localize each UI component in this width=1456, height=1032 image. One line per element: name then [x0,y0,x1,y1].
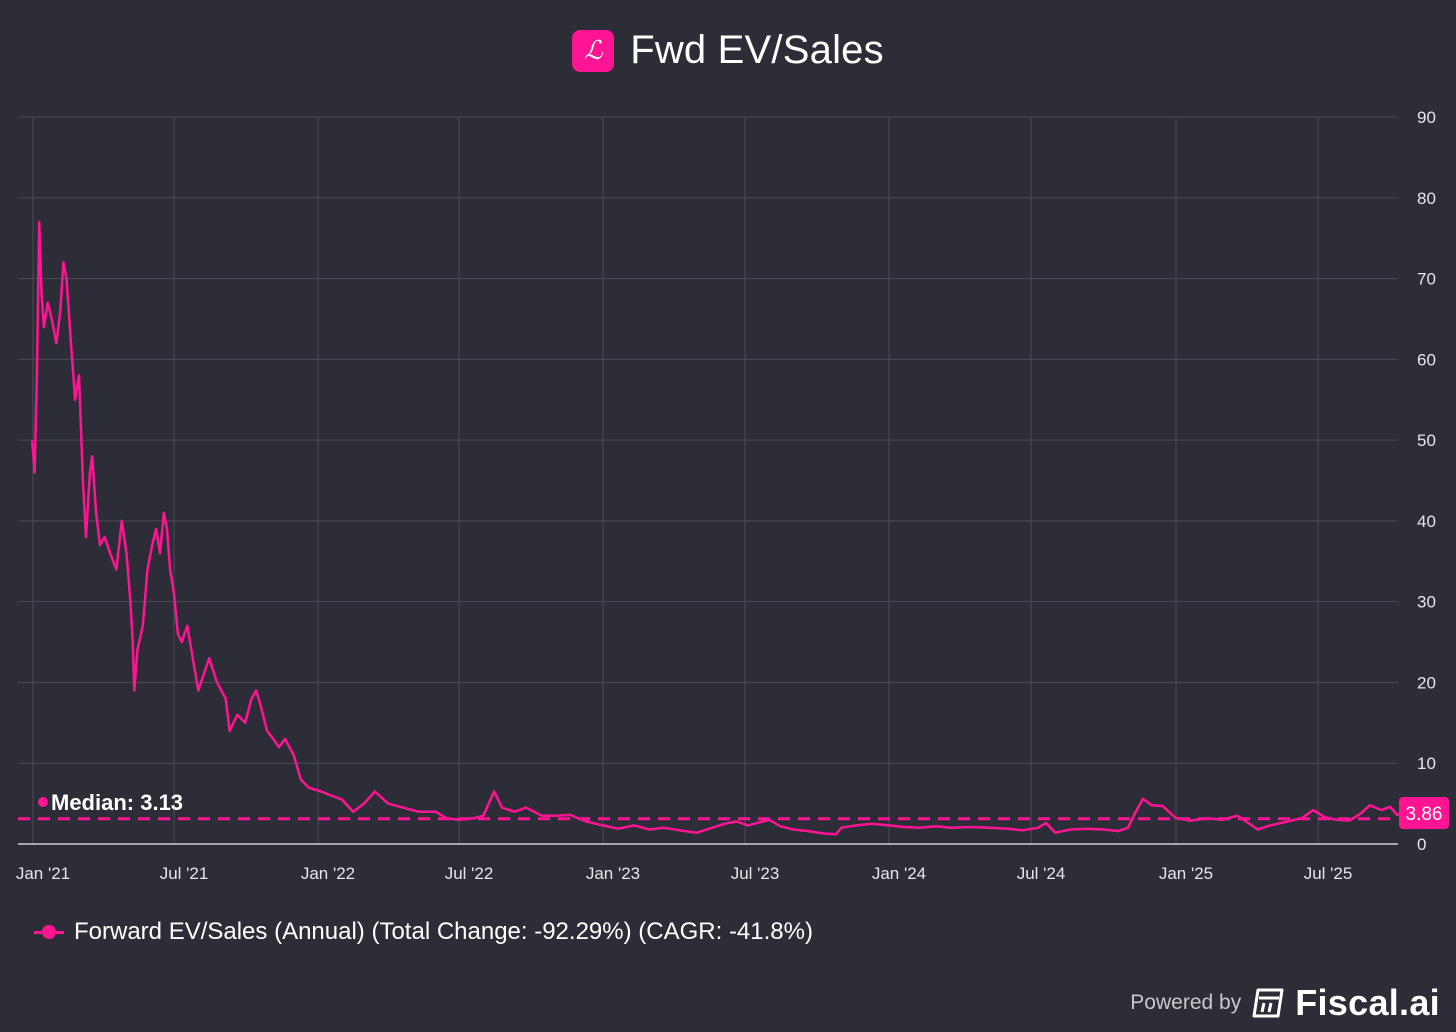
x-tick-label: Jan '21 [16,864,70,883]
y-tick-label: 60 [1417,350,1436,369]
horizontal-gridlines [18,116,1398,764]
legend-item-forward-ev-sales[interactable]: Forward EV/Sales (Annual) (Total Change:… [34,918,813,946]
legend-label: Forward EV/Sales (Annual) (Total Change:… [74,918,813,945]
fiscal-calculator-icon [1252,988,1284,1018]
x-tick-label: Jul '21 [160,864,209,883]
x-tick-label: Jan '24 [872,864,926,883]
x-axis-labels: Jan '21 Jul '21 Jan '22 Jul '22 Jan '23 Jul '… [16,864,1352,883]
y-tick-label: 90 [1417,108,1436,127]
x-tick-label: Jul '24 [1017,864,1066,883]
x-tick-label: Jul '25 [1304,864,1353,883]
y-tick-label: 20 [1417,673,1436,692]
y-tick-label: 10 [1417,754,1436,773]
x-tick-label: Jul '23 [731,864,780,883]
last-value-badge [1399,797,1449,829]
x-tick-label: Jan '22 [301,864,355,883]
x-tick-label: Jan '23 [586,864,640,883]
y-tick-label: 50 [1417,431,1436,450]
x-tick-label: Jan '25 [1159,864,1213,883]
median-marker [38,797,48,807]
chart-title: Fwd EV/Sales [630,28,884,72]
y-tick-label: 30 [1417,593,1436,612]
y-axis-labels: 0 10 20 30 40 50 60 70 80 90 [1417,108,1436,854]
series-line-forward-ev-sales[interactable] [30,220,1402,836]
last-value-label: 3.86 [1406,804,1443,825]
company-logo-icon: ℒ [572,29,615,72]
powered-by-text: Powered by [1130,991,1242,1014]
y-tick-label: 80 [1417,189,1436,208]
x-tick-label: Jul '22 [445,864,494,883]
y-tick-label: 0 [1417,835,1426,854]
y-tick-label: 40 [1417,512,1436,531]
brand-name: Fiscal.ai [1295,982,1440,1023]
y-tick-label: 70 [1417,270,1436,289]
median-label: Median: 3.13 [51,790,183,815]
powered-by-footer[interactable]: Powered by Fiscal.ai [1130,982,1440,1024]
vertical-gridlines [32,117,1319,844]
legend-line-marker-icon [34,925,64,939]
chart-title-bar: ℒ Fwd EV/Sales [0,28,1456,73]
